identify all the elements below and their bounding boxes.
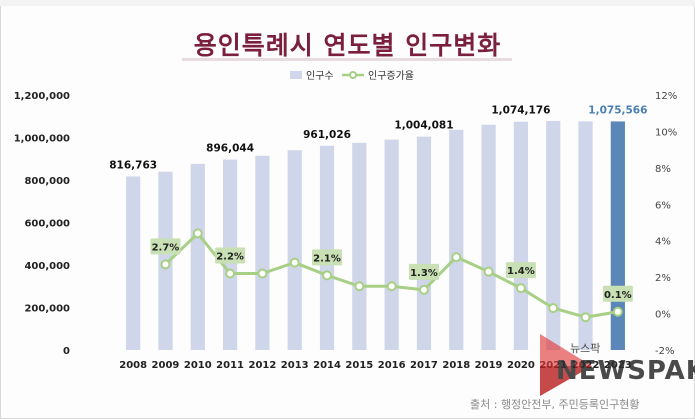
bar-labels: 816,763 896,044 961,026 1,004,081 1,074,176 1… bbox=[109, 104, 647, 171]
bar bbox=[416, 136, 432, 350]
line-data-label: 1.4% bbox=[507, 266, 535, 277]
x-tick-label: 2016 bbox=[378, 360, 406, 371]
x-tick-label: 2012 bbox=[248, 360, 276, 371]
y-right-tick-label: 10% bbox=[655, 127, 677, 138]
y-right-tick-label: -2% bbox=[655, 346, 674, 357]
bar-data-label: 1,004,081 bbox=[394, 120, 453, 132]
y-left-tick-label: 0 bbox=[63, 346, 70, 357]
bar bbox=[126, 176, 141, 350]
line-point bbox=[451, 252, 462, 263]
bar-data-label: 1,074,176 bbox=[491, 105, 550, 117]
x-tick-label: 2023 bbox=[604, 360, 632, 371]
y-right-tick-label: 0% bbox=[655, 310, 671, 321]
bar bbox=[546, 120, 561, 350]
play-logo-icon bbox=[540, 334, 592, 396]
x-tick-label: 2018 bbox=[442, 360, 470, 371]
line-label-box bbox=[312, 249, 343, 266]
legend-swatch-bar bbox=[290, 71, 302, 79]
top-band bbox=[0, 0, 695, 6]
y-right-tick-label: 2% bbox=[655, 273, 671, 284]
line-point bbox=[612, 306, 623, 317]
line-point bbox=[515, 283, 526, 294]
y-right-tick-label: 12% bbox=[655, 91, 677, 102]
x-tick-label: 2020 bbox=[507, 360, 535, 371]
legend-swatch-marker bbox=[349, 71, 357, 79]
line-point bbox=[548, 303, 559, 314]
bar bbox=[578, 121, 593, 350]
y-left-tick-label: 800,000 bbox=[24, 176, 70, 187]
line-point bbox=[257, 268, 268, 279]
line-data-label: 2.2% bbox=[216, 252, 244, 263]
legend-label-bar: 인구수 bbox=[306, 70, 334, 82]
bar bbox=[352, 142, 367, 350]
bar-data-label: 1,075,566 bbox=[588, 104, 647, 116]
line-point bbox=[580, 312, 591, 323]
x-tick-label: 2019 bbox=[475, 360, 503, 371]
x-tick-label: 2015 bbox=[345, 360, 373, 371]
x-tick-label: 2011 bbox=[216, 360, 244, 371]
x-tick-label: 2009 bbox=[152, 360, 180, 371]
line-point bbox=[418, 284, 429, 295]
line-data-label: 1.3% bbox=[410, 268, 438, 279]
page-title: 용인특례시 연도별 인구변화 bbox=[193, 31, 502, 60]
source-note: 출처 : 행정안전부, 주민등록인구현황 bbox=[470, 398, 640, 411]
line-point bbox=[483, 266, 494, 277]
legend: 인구수 인구증가율 bbox=[290, 70, 414, 82]
bar-data-label: 816,763 bbox=[109, 159, 157, 171]
bar-data-label: 896,044 bbox=[206, 143, 254, 155]
y-left-tick-label: 600,000 bbox=[24, 219, 70, 230]
bar-data-label: 961,026 bbox=[303, 129, 351, 141]
bar bbox=[449, 129, 464, 350]
line-label-box bbox=[408, 263, 439, 280]
bar bbox=[287, 150, 302, 350]
bar bbox=[190, 163, 205, 350]
line-label-box bbox=[505, 262, 536, 279]
legend-label-line: 인구증가율 bbox=[368, 70, 414, 82]
title-underline bbox=[182, 58, 512, 61]
line-point bbox=[386, 281, 397, 292]
watermark-sub: 뉴스팍 bbox=[570, 342, 601, 355]
line-data-label: 2.1% bbox=[313, 253, 341, 264]
x-tick-label: 2013 bbox=[281, 360, 309, 371]
bar bbox=[481, 124, 496, 350]
x-tick-label: 2017 bbox=[410, 360, 438, 371]
line-point bbox=[225, 268, 236, 279]
line-point bbox=[354, 281, 365, 292]
y-axis-right: -2% 0% 2% 4% 6% 8% 10% 12% bbox=[655, 91, 677, 357]
line-data-label: 2.7% bbox=[152, 242, 180, 253]
y-right-tick-label: 6% bbox=[655, 200, 671, 211]
newspak-watermark: 뉴스팍 NEWSPAK bbox=[536, 330, 695, 400]
line-label-box bbox=[150, 238, 181, 255]
y-left-tick-label: 400,000 bbox=[24, 261, 70, 272]
line-point bbox=[322, 270, 333, 281]
bar bbox=[319, 145, 335, 350]
y-left-tick-label: 1,200,000 bbox=[14, 91, 70, 102]
line-label-box bbox=[215, 247, 246, 264]
line-label-box bbox=[602, 285, 633, 302]
line-point bbox=[289, 257, 300, 268]
watermark-text: NEWSPAK bbox=[556, 356, 695, 386]
line-labels: 2.7% 2.2% 2.1% 1.3% 1.4% 0.1% bbox=[150, 238, 633, 302]
y-axis-left: 0 200,000 400,000 600,000 800,000 1,000,000 1,… bbox=[14, 91, 70, 357]
bar bbox=[255, 155, 270, 350]
line-point bbox=[192, 228, 203, 239]
line-point bbox=[160, 259, 171, 270]
y-left-tick-label: 1,000,000 bbox=[14, 134, 70, 145]
y-right-tick-label: 8% bbox=[655, 164, 671, 175]
line-data-label: 0.1% bbox=[604, 290, 632, 301]
x-tick-label: 2014 bbox=[313, 360, 341, 371]
x-tick-label: 2008 bbox=[119, 360, 147, 371]
bar bbox=[513, 121, 529, 350]
bar bbox=[384, 139, 399, 350]
y-left-tick-label: 200,000 bbox=[24, 304, 70, 315]
x-tick-label: 2010 bbox=[184, 360, 212, 371]
y-right-tick-label: 4% bbox=[655, 237, 671, 248]
line-series bbox=[160, 228, 623, 323]
